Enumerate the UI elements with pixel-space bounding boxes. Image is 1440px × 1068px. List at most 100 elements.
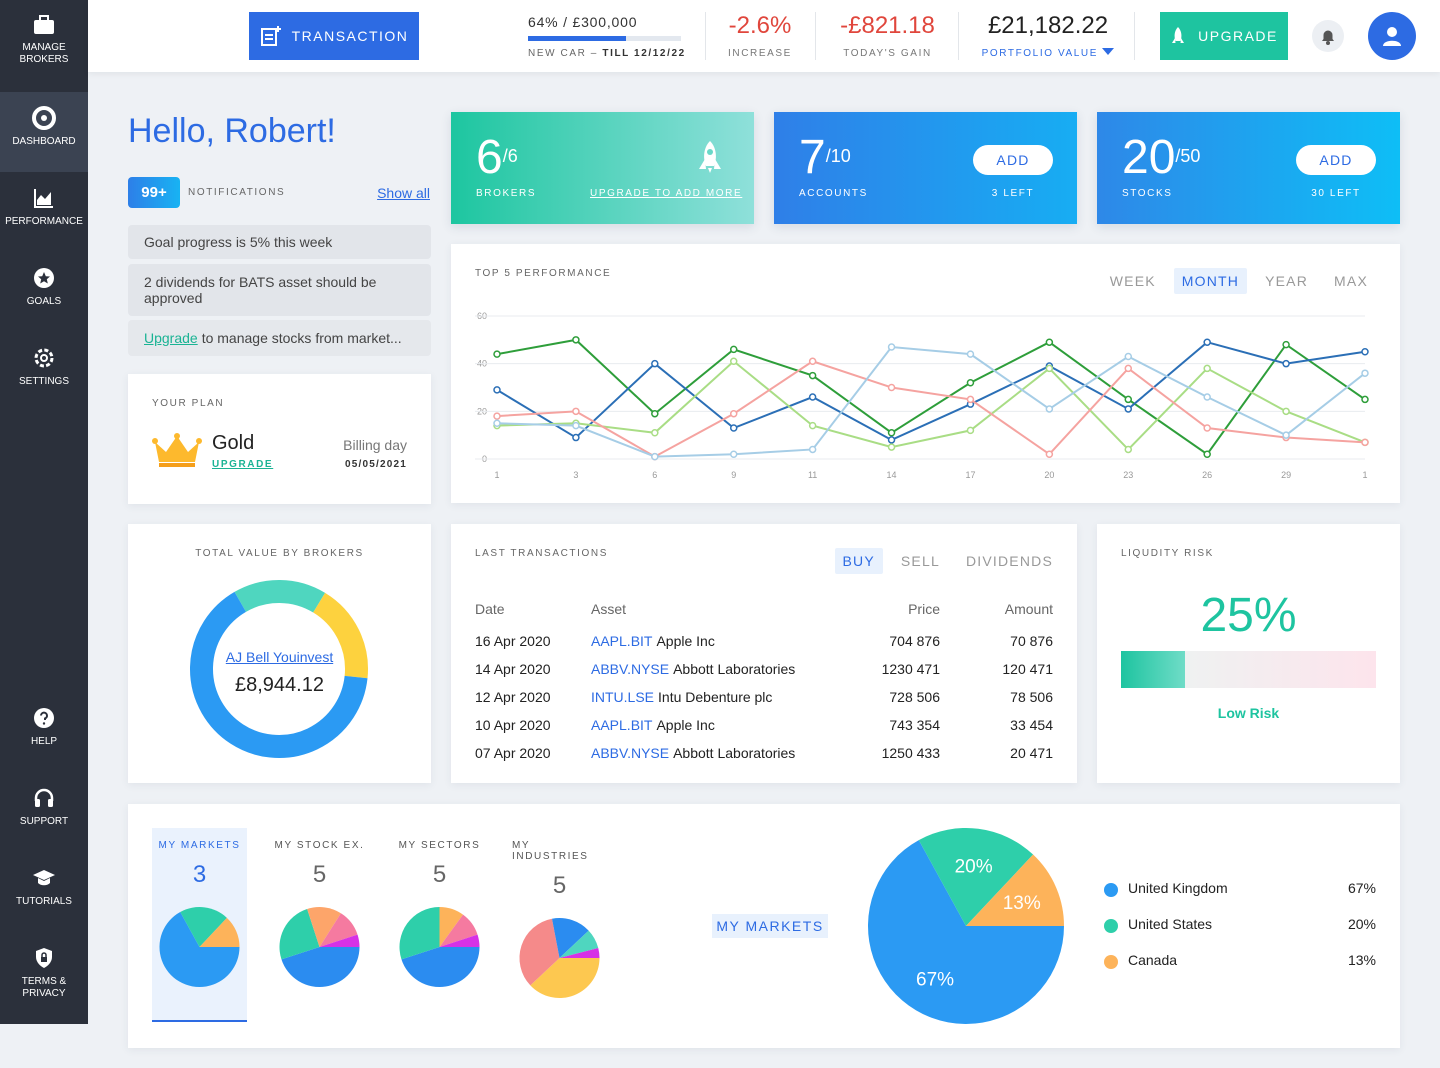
nav-item[interactable]: TERMS & PRIVACY bbox=[0, 932, 88, 1012]
transaction-tabs: BUY SELL DIVIDENDS bbox=[834, 548, 1062, 574]
brokers-value-card: TOTAL VALUE BY BROKERS AJ Bell Youinvest… bbox=[128, 524, 431, 783]
tab[interactable]: YEAR bbox=[1265, 273, 1309, 289]
asset-ticker[interactable]: ABBV.NYSE bbox=[591, 745, 670, 761]
liquidity-level: Low Risk bbox=[1217, 705, 1280, 721]
amount-cell: 120 471 bbox=[1002, 661, 1053, 677]
table-row: 12 Apr 2020 INTU.LSE Intu Debenture plc 728… bbox=[475, 689, 1053, 709]
market-tab-count: 5 bbox=[552, 872, 567, 899]
kpi-value: 20/50 bbox=[1122, 132, 1200, 184]
upgrade-link[interactable]: Upgrade bbox=[144, 330, 198, 346]
asset-ticker[interactable]: AAPL.BIT bbox=[591, 717, 653, 733]
goal-name: NEW CAR – bbox=[528, 48, 598, 59]
divider bbox=[705, 12, 706, 60]
liquidity-title: LIQUDITY RISK bbox=[1121, 548, 1214, 559]
column-header: Date bbox=[475, 601, 505, 617]
performance-title: TOP 5 PERFORMANCE bbox=[475, 268, 612, 279]
market-tab[interactable]: MY STOCK EX. 5 bbox=[272, 828, 367, 1022]
broker-name[interactable]: AJ Bell Youinvest bbox=[225, 649, 334, 665]
kpi-remaining: 30 LEFT bbox=[1311, 188, 1361, 199]
tab[interactable]: MAX bbox=[1334, 273, 1368, 289]
price-cell: 743 354 bbox=[889, 717, 940, 733]
avatar[interactable] bbox=[1368, 12, 1416, 60]
upgrade-button[interactable]: UPGRADE bbox=[1160, 12, 1288, 60]
date-cell: 10 Apr 2020 bbox=[475, 717, 551, 733]
asset-cell: ABBV.NYSE Abbott Laboratories bbox=[591, 745, 795, 761]
price-cell: 1230 471 bbox=[881, 661, 940, 677]
date-cell: 16 Apr 2020 bbox=[475, 633, 551, 649]
legend-value: 13% bbox=[1347, 952, 1376, 968]
liquidity-track bbox=[1121, 651, 1376, 688]
transaction-button[interactable]: TRANSACTION bbox=[249, 12, 419, 60]
nav-item[interactable]: GOALS bbox=[0, 252, 88, 332]
nav-item[interactable]: SETTINGS bbox=[0, 332, 88, 412]
legend-swatch bbox=[1104, 955, 1118, 969]
nav-item[interactable]: HELP bbox=[0, 692, 88, 772]
tab[interactable]: DIVIDENDS bbox=[965, 553, 1053, 569]
kpi-value: 7/10 bbox=[799, 132, 851, 184]
tab[interactable]: MONTH bbox=[1173, 268, 1248, 294]
pie-slice bbox=[279, 908, 320, 960]
asset-cell: AAPL.BIT Apple Inc bbox=[591, 717, 715, 733]
nav-label: MANAGE BROKERS bbox=[19, 42, 69, 65]
stat[interactable]: £21,182.22 PORTFOLIO VALUE bbox=[968, 12, 1128, 59]
asset-name: Apple Inc bbox=[656, 633, 715, 649]
asset-ticker[interactable]: INTU.LSE bbox=[591, 689, 655, 705]
market-tab-label: MY STOCK EX. bbox=[274, 840, 365, 851]
stat-label: TODAY'S GAIN bbox=[843, 48, 932, 59]
market-tab[interactable]: MY SECTORS 5 bbox=[392, 828, 487, 1022]
asset-ticker[interactable]: AAPL.BIT bbox=[591, 633, 653, 649]
divider bbox=[1134, 12, 1135, 60]
column-header: Asset bbox=[591, 601, 627, 617]
pie-slice bbox=[530, 958, 600, 998]
market-tab[interactable]: MY INDUSTRIES 5 bbox=[512, 828, 607, 1022]
nav-label: SETTINGS bbox=[18, 376, 69, 387]
plan-upgrade[interactable]: UPGRADE bbox=[212, 459, 274, 470]
tab[interactable]: BUY bbox=[834, 548, 883, 574]
amount-cell: 20 471 bbox=[1010, 745, 1053, 761]
performance-tabs: WEEK MONTH YEAR MAX bbox=[1102, 268, 1376, 294]
goal: 64% / £300,000 bbox=[528, 14, 637, 30]
nav-item[interactable]: SUPPORT bbox=[0, 772, 88, 852]
market-tab-label: MY INDUSTRIES bbox=[512, 840, 589, 862]
mini-pie bbox=[399, 907, 480, 987]
rocket-icon bbox=[699, 141, 721, 173]
billing-date: 05/05/2021 bbox=[344, 459, 407, 470]
button-label: UPGRADE bbox=[1198, 28, 1278, 44]
pie-slice bbox=[319, 934, 360, 947]
nav-item[interactable]: PERFORMANCE bbox=[0, 172, 88, 252]
pie-slice bbox=[439, 934, 480, 947]
tab[interactable]: SELL bbox=[900, 553, 940, 569]
nav-item[interactable]: DASHBOARD bbox=[0, 92, 88, 172]
kpi-max: /10 bbox=[825, 146, 851, 166]
date-cell: 12 Apr 2020 bbox=[475, 689, 551, 705]
market-tab[interactable]: MY MARKETS 3 bbox=[152, 828, 247, 1022]
kpi-action[interactable]: UPGRADE TO ADD MORE bbox=[590, 188, 743, 199]
asset-ticker[interactable]: ABBV.NYSE bbox=[591, 661, 670, 677]
table-row: 16 Apr 2020 AAPL.BIT Apple Inc 704 876 70 87… bbox=[475, 633, 1053, 653]
bell[interactable] bbox=[1312, 20, 1344, 52]
add-button[interactable]: ADD bbox=[1296, 145, 1376, 175]
show-all-link[interactable]: Show all bbox=[377, 185, 430, 201]
kpi-value: 6/6 bbox=[476, 132, 518, 184]
brokers-card: 6/6 BROKERS UPGRADE TO ADD MORE bbox=[451, 112, 754, 224]
goal-target: / £300,000 bbox=[563, 14, 638, 30]
market-tab-count: 5 bbox=[432, 861, 447, 888]
tab[interactable]: WEEK bbox=[1109, 273, 1156, 289]
stat: -2.6% INCREASE bbox=[715, 12, 805, 59]
notification: Upgrade to manage stocks from market... bbox=[128, 320, 431, 356]
add-button[interactable]: ADD bbox=[973, 145, 1053, 175]
legend-label: United States bbox=[1128, 916, 1213, 932]
table-row: 10 Apr 2020 AAPL.BIT Apple Inc 743 354 33 45… bbox=[475, 717, 1053, 737]
nav-label: HELP bbox=[30, 736, 58, 747]
nav-item[interactable]: MANAGE BROKERS bbox=[0, 0, 88, 72]
table-header: Date Asset Price Amount bbox=[475, 601, 1053, 621]
nav-item[interactable]: TUTORIALS bbox=[0, 852, 88, 932]
legend-swatch bbox=[1104, 919, 1118, 933]
nav-label: PERFORMANCE bbox=[5, 216, 83, 227]
mini-pie bbox=[159, 907, 240, 987]
stocks-card: 20/50 STOCKS ADD 30 LEFT bbox=[1097, 112, 1400, 224]
pie-slice bbox=[519, 918, 560, 986]
mini-pie bbox=[519, 918, 600, 998]
brokers-title: TOTAL VALUE BY BROKERS bbox=[195, 548, 364, 559]
